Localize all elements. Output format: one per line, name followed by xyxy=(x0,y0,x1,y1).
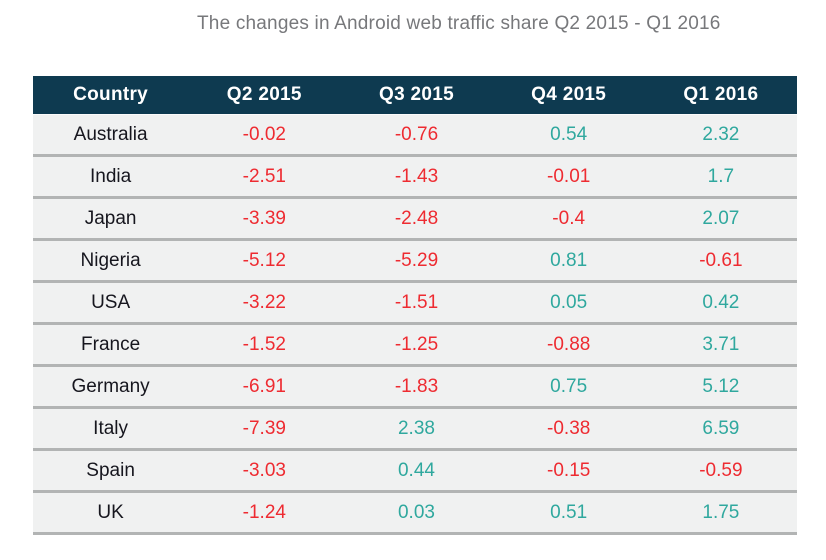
table-row: Japan -3.39 -2.48 -0.4 2.07 xyxy=(33,197,797,241)
table-row: Nigeria -5.12 -5.29 0.81 -0.61 xyxy=(33,239,797,283)
country-cell: India xyxy=(33,155,189,199)
value-cell: -7.39 xyxy=(188,407,341,451)
value-cell: 0.05 xyxy=(492,281,645,325)
value-cell: -3.22 xyxy=(188,281,341,325)
country-cell: France xyxy=(33,323,189,367)
value-cell: -3.39 xyxy=(188,197,341,241)
value-cell: -5.29 xyxy=(340,239,493,283)
table-header: Country Q2 2015 Q3 2015 Q4 2015 Q1 2016 xyxy=(33,76,797,115)
value-cell: -1.52 xyxy=(188,323,341,367)
country-cell: Spain xyxy=(33,449,189,493)
column-header: Q4 2015 xyxy=(492,76,645,115)
table-row: UK -1.24 0.03 0.51 1.75 xyxy=(33,491,797,535)
value-cell: 2.38 xyxy=(340,407,493,451)
value-cell: -1.43 xyxy=(340,155,493,199)
column-header: Country xyxy=(33,76,189,115)
value-cell: 1.75 xyxy=(644,491,797,535)
table-row: Australia -0.02 -0.76 0.54 2.32 xyxy=(33,114,797,157)
value-cell: 1.7 xyxy=(644,155,797,199)
country-cell: Germany xyxy=(33,365,189,409)
value-cell: -0.4 xyxy=(492,197,645,241)
table-row: India -2.51 -1.43 -0.01 1.7 xyxy=(33,155,797,199)
value-cell: -6.91 xyxy=(188,365,341,409)
table-row: USA -3.22 -1.51 0.05 0.42 xyxy=(33,281,797,325)
value-cell: -0.15 xyxy=(492,449,645,493)
value-cell: -1.25 xyxy=(340,323,493,367)
value-cell: 5.12 xyxy=(644,365,797,409)
header-row: Country Q2 2015 Q3 2015 Q4 2015 Q1 2016 xyxy=(33,76,797,115)
country-cell: USA xyxy=(33,281,189,325)
value-cell: -0.38 xyxy=(492,407,645,451)
value-cell: 6.59 xyxy=(644,407,797,451)
value-cell: 3.71 xyxy=(644,323,797,367)
value-cell: -1.83 xyxy=(340,365,493,409)
value-cell: 0.03 xyxy=(340,491,493,535)
value-cell: -5.12 xyxy=(188,239,341,283)
value-cell: 0.51 xyxy=(492,491,645,535)
value-cell: -0.01 xyxy=(492,155,645,199)
country-cell: Italy xyxy=(33,407,189,451)
country-cell: Japan xyxy=(33,197,189,241)
value-cell: -0.88 xyxy=(492,323,645,367)
country-cell: Nigeria xyxy=(33,239,189,283)
table-row: France -1.52 -1.25 -0.88 3.71 xyxy=(33,323,797,367)
value-cell: 2.07 xyxy=(644,197,797,241)
table-row: Spain -3.03 0.44 -0.15 -0.59 xyxy=(33,449,797,493)
value-cell: -3.03 xyxy=(188,449,341,493)
value-cell: -0.76 xyxy=(340,114,493,157)
column-header: Q3 2015 xyxy=(340,76,493,115)
value-cell: -0.02 xyxy=(188,114,341,157)
value-cell: 0.44 xyxy=(340,449,493,493)
table-row: Italy -7.39 2.38 -0.38 6.59 xyxy=(33,407,797,451)
traffic-share-table: Country Q2 2015 Q3 2015 Q4 2015 Q1 2016 Aust… xyxy=(33,76,797,535)
value-cell: 2.32 xyxy=(644,114,797,157)
value-cell: -1.24 xyxy=(188,491,341,535)
value-cell: 0.42 xyxy=(644,281,797,325)
column-header: Q2 2015 xyxy=(188,76,341,115)
value-cell: -0.59 xyxy=(644,449,797,493)
country-cell: UK xyxy=(33,491,189,535)
value-cell: -2.51 xyxy=(188,155,341,199)
value-cell: 0.54 xyxy=(492,114,645,157)
value-cell: 0.75 xyxy=(492,365,645,409)
value-cell: -0.61 xyxy=(644,239,797,283)
column-header: Q1 2016 xyxy=(644,76,797,115)
chart-title: The changes in Android web traffic share… xyxy=(197,13,721,34)
table-row: Germany -6.91 -1.83 0.75 5.12 xyxy=(33,365,797,409)
country-cell: Australia xyxy=(33,114,189,157)
table-body: Australia -0.02 -0.76 0.54 2.32 India -2.51 -1.… xyxy=(33,114,797,535)
value-cell: -2.48 xyxy=(340,197,493,241)
value-cell: 0.81 xyxy=(492,239,645,283)
value-cell: -1.51 xyxy=(340,281,493,325)
